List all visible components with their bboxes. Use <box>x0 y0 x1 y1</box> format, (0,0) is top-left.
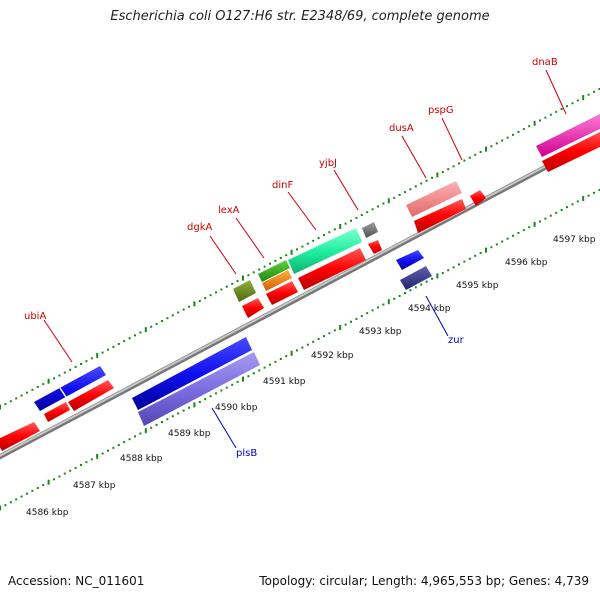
gene-feature-dinf <box>288 228 362 274</box>
leader-line-ubia <box>43 319 73 363</box>
gene-label-dgka: dgkA <box>187 222 212 233</box>
gene-feature-zur <box>400 266 432 290</box>
leader-line-dgka <box>209 235 237 275</box>
tick-label: 4596 kbp <box>505 258 548 268</box>
gene-feature-plsb <box>132 337 252 410</box>
tick-label: 4590 kbp <box>215 403 258 413</box>
leader-line-lexa <box>235 217 265 259</box>
tick-label: 4592 kbp <box>311 351 354 361</box>
gene-feature <box>68 380 114 411</box>
gene-divider <box>59 387 67 398</box>
gene-label-dnab: dnaB <box>532 57 558 68</box>
gene-feature <box>44 402 70 422</box>
leader-line-pspg <box>441 117 463 161</box>
tick-label: 4586 kbp <box>26 508 69 518</box>
accession-text: Accession: NC_011601 <box>8 574 145 588</box>
gene-feature <box>542 132 600 172</box>
gene-label-pspg: pspG <box>428 105 454 116</box>
map-title: Escherichia coli O127:H6 str. E2348/69, … <box>110 9 490 24</box>
gene-feature-dgka <box>233 280 256 302</box>
scale-tick-labels: 4586 kbp 4587 kbp 4588 kbp 4589 kbp 4590… <box>26 235 596 518</box>
gene-feature-yjbj <box>362 222 378 238</box>
gene-label-yjbj: yjbJ <box>319 158 337 169</box>
gene-feature <box>242 298 264 318</box>
reverse-gene-features <box>132 250 432 426</box>
genome-backbone-highlight <box>0 136 600 457</box>
gene-labels: ubiA dgkA lexA dinF yjbJ dusA pspG dnaB … <box>24 57 558 459</box>
gene-feature <box>262 270 292 291</box>
gene-feature-dusa <box>406 181 462 217</box>
gene-feature-ubia <box>34 366 106 411</box>
reverse-tick-track <box>0 188 600 511</box>
leader-line-dusa <box>401 135 427 179</box>
forward-tick-track <box>0 87 600 410</box>
tick-label: 4589 kbp <box>168 429 211 439</box>
tick-label: 4593 kbp <box>359 327 402 337</box>
gene-feature <box>368 240 382 254</box>
gene-feature <box>298 248 366 290</box>
gene-feature <box>0 422 40 451</box>
gene-feature <box>266 281 298 305</box>
gene-feature-lexa <box>258 260 290 282</box>
tick-label: 4597 kbp <box>553 235 596 245</box>
gene-label-lexa: lexA <box>218 205 240 216</box>
gene-feature-dnab <box>536 114 600 157</box>
gene-feature <box>396 250 424 270</box>
leader-line-dinf <box>287 191 317 231</box>
genome-stats-text: Topology: circular; Length: 4,965,553 bp… <box>259 574 589 588</box>
gene-label-dusa: dusA <box>389 123 414 134</box>
tick-label: 4587 kbp <box>73 481 116 491</box>
leader-line-plsb <box>211 407 237 449</box>
tick-label: 4594 kbp <box>408 304 451 314</box>
gene-label-dinf: dinF <box>272 180 293 191</box>
leader-line-yjbj <box>333 169 359 211</box>
leader-line-zur <box>425 295 449 337</box>
gene-feature-pspg <box>470 190 486 206</box>
leader-line-dnab <box>545 69 567 115</box>
tick-label: 4595 kbp <box>456 281 499 291</box>
gene-label-zur: zur <box>448 335 465 346</box>
gene-label-plsb: plsB <box>236 448 257 459</box>
gene-label-ubia: ubiA <box>24 311 46 322</box>
tick-label: 4588 kbp <box>120 454 163 464</box>
gene-feature <box>138 352 260 426</box>
tick-label: 4591 kbp <box>263 377 306 387</box>
gene-label-leaders <box>43 69 567 449</box>
gene-feature <box>414 199 466 233</box>
forward-gene-features <box>0 114 600 451</box>
